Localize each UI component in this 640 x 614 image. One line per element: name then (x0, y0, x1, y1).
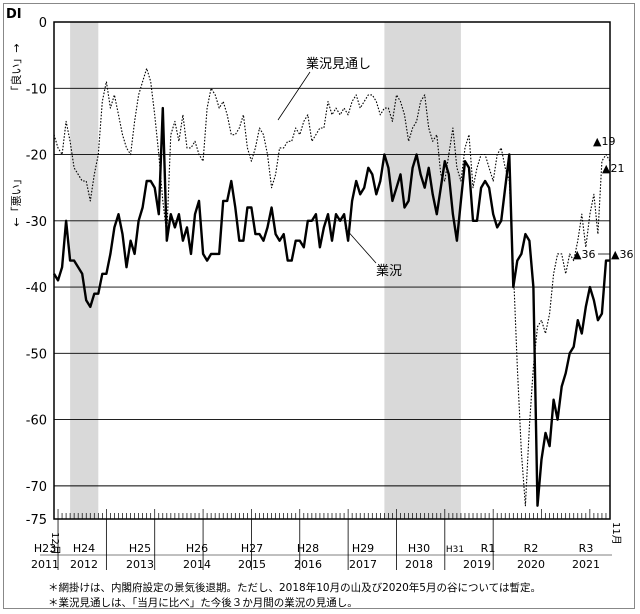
year-label: 2019 (463, 558, 491, 571)
series-label-business: 業況 (376, 263, 402, 279)
leader-line-outlook (277, 71, 311, 121)
y-direction-up: 「良い」→ (9, 43, 23, 96)
y-tick-label: -75 (26, 513, 47, 528)
era-label: H28 (297, 542, 319, 555)
year-label: 2016 (294, 558, 322, 571)
era-label: R2 (524, 542, 539, 555)
era-label: H25 (129, 542, 151, 555)
y-tick-label: -50 (26, 347, 47, 362)
era-label: H31 (446, 545, 464, 555)
footnote-2: ＊業況見通しは、「当月に比べ」た今後３か月間の業況の見通し。 (48, 596, 358, 609)
y-tick-label: -10 (26, 82, 47, 97)
series-label-outlook: 業況見通し (306, 56, 371, 72)
chart-frame (3, 3, 635, 609)
recession-band-2 (384, 22, 461, 519)
era-label: H27 (241, 542, 263, 555)
era-label: R1 (481, 542, 496, 555)
annotation-19: ▲19 (593, 135, 615, 148)
recession-band-1 (70, 22, 99, 519)
era-label: H29 (352, 542, 374, 555)
y-tick-label: -30 (26, 215, 47, 230)
y-axis-title: DI (6, 7, 22, 22)
year-label: 2012 (70, 558, 98, 571)
y-tick-label: -60 (26, 414, 47, 429)
footnote-1: ＊網掛けは、内閣府設定の景気後退期。ただし、2018年10月の山及び2020年5… (48, 581, 541, 594)
era-label: H30 (408, 542, 430, 555)
year-label: 2015 (238, 558, 266, 571)
year-label: 2018 (405, 558, 433, 571)
y-tick-label: 0 (39, 16, 47, 31)
annotation-36-right: ▲36 (611, 248, 633, 261)
x-end-label: 11月 (610, 522, 622, 545)
series-business (52, 106, 610, 507)
year-label: 2011 (31, 558, 59, 571)
annotation-36-left: ▲36 (573, 248, 595, 261)
y-tick-label: -70 (26, 480, 47, 495)
year-label: 2017 (349, 558, 377, 571)
x-era-year-labels: H23 H24 H25 H26 H27 H28 H29 H30 H31 R1 R2 R3 2011 201… (31, 519, 612, 571)
year-label: 2013 (126, 558, 154, 571)
y-tick-label: -20 (26, 149, 47, 164)
leader-line-business (344, 227, 377, 264)
grid-lines (54, 87, 610, 487)
era-label: R3 (579, 542, 594, 555)
x-tick-marks (53, 509, 611, 519)
era-label: H24 (73, 542, 95, 555)
y-direction-down: ←「悪い」 (10, 173, 23, 226)
year-label: 2021 (572, 558, 600, 571)
series-lines (52, 67, 611, 507)
y-tick-labels: 0 -10 -20 -30 -40 -50 -60 -70 -75 (26, 16, 47, 528)
annotation-21: ▲21 (602, 162, 624, 175)
era-label: H23 (34, 542, 56, 555)
plot-area (53, 21, 611, 520)
recession-shading (70, 22, 461, 519)
era-label: H26 (186, 542, 208, 555)
year-label: 2020 (517, 558, 545, 571)
y-tick-label: -40 (26, 281, 47, 296)
year-label: 2014 (183, 558, 211, 571)
